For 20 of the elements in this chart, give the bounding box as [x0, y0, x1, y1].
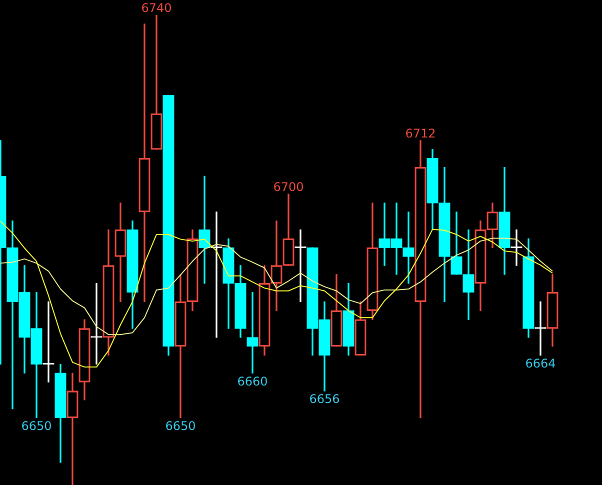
candlestick	[426, 149, 438, 230]
annotation: 6700	[273, 180, 304, 194]
candlestick	[498, 166, 510, 275]
annotation: 6656	[309, 392, 340, 406]
candlestick	[522, 238, 534, 338]
annotation: 6664	[525, 356, 556, 370]
candlestick	[246, 292, 258, 374]
annotation: 6712	[405, 126, 436, 140]
candlestick	[462, 229, 474, 320]
candlestick	[90, 283, 102, 365]
annotation: 6650	[165, 418, 196, 433]
annotation: 6740	[141, 1, 172, 15]
candlestick	[438, 166, 450, 302]
candlestick	[342, 283, 354, 356]
candlestick	[534, 301, 546, 356]
candlestick	[198, 176, 210, 284]
annotation: 6650	[21, 418, 52, 433]
candlestick	[54, 364, 66, 463]
annotation: 6660	[237, 374, 268, 388]
candlestick	[126, 220, 138, 329]
